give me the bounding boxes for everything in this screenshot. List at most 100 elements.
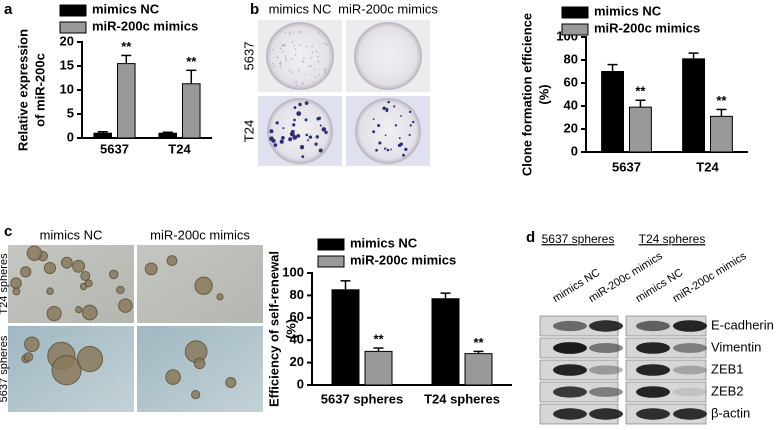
colony xyxy=(323,128,326,131)
legend-swatch xyxy=(317,238,345,251)
band xyxy=(589,408,623,420)
bar xyxy=(331,289,360,386)
colony xyxy=(304,101,309,105)
colony xyxy=(271,138,276,143)
colony xyxy=(317,55,319,58)
colony xyxy=(378,141,382,145)
band xyxy=(553,320,587,332)
sphere xyxy=(46,306,62,322)
panel-letter: a xyxy=(4,1,13,18)
colony xyxy=(282,50,285,52)
y-axis-label: Clone formation efficience xyxy=(519,13,534,176)
photo xyxy=(8,245,134,323)
colony xyxy=(279,139,284,144)
colony xyxy=(292,123,296,127)
colony xyxy=(273,65,276,68)
y-tick-label: 0 xyxy=(297,376,304,391)
colony xyxy=(308,135,313,139)
legend-swatch xyxy=(561,6,589,19)
colony xyxy=(284,31,286,34)
colony xyxy=(324,71,327,73)
charts: Relative expression of miR-200c 0 5 10 15 20 56… xyxy=(15,1,748,407)
sphere xyxy=(193,357,206,370)
bar xyxy=(158,132,177,139)
colony xyxy=(296,84,298,86)
colony xyxy=(372,130,376,134)
colony xyxy=(313,81,316,83)
y-axis-label: Relative expression xyxy=(15,29,30,151)
bar xyxy=(629,106,652,153)
legend-swatch xyxy=(561,23,589,36)
colony xyxy=(290,57,293,60)
band xyxy=(589,387,623,397)
colony xyxy=(305,133,309,137)
y-axis-label: of miR-200c xyxy=(32,53,47,127)
legend-label: mimics NC xyxy=(92,1,160,16)
panel-c-images xyxy=(8,245,263,412)
bar xyxy=(682,58,706,153)
band xyxy=(673,408,707,420)
y-tick-label: 0 xyxy=(571,143,578,158)
x-tick-label: 5637 spheres xyxy=(321,391,403,406)
group-label: T24 spheres xyxy=(639,232,706,246)
colony xyxy=(375,148,378,152)
colony xyxy=(408,133,411,137)
y-tick-label: 60 xyxy=(290,309,304,324)
legend-swatch xyxy=(59,21,87,34)
colony xyxy=(311,45,314,48)
band xyxy=(636,364,670,376)
colony xyxy=(409,124,412,127)
sphere xyxy=(24,336,40,353)
legend-label: miR-200c mimics xyxy=(350,252,456,267)
colony xyxy=(284,43,286,46)
sphere xyxy=(166,255,178,267)
colony xyxy=(301,155,305,159)
colony xyxy=(310,65,312,67)
row-label: 5637 spheres xyxy=(0,335,10,402)
colony xyxy=(387,100,390,104)
colony xyxy=(324,130,328,135)
sphere xyxy=(144,262,158,276)
y-tick-label: 20 xyxy=(290,354,304,369)
legend-label: miR-200c mimics xyxy=(594,20,700,35)
significance: ** xyxy=(373,331,384,346)
band xyxy=(673,343,707,353)
protein-label: β-actin xyxy=(711,405,750,420)
row-label: T24 xyxy=(241,120,256,142)
sphere xyxy=(10,277,22,289)
colony xyxy=(293,44,296,47)
sphere xyxy=(72,259,86,273)
colony xyxy=(296,133,301,138)
colony xyxy=(308,65,311,68)
colony xyxy=(289,33,291,35)
colony xyxy=(298,102,302,107)
colony xyxy=(400,115,402,117)
colony xyxy=(284,57,287,60)
sphere xyxy=(108,269,119,280)
colony xyxy=(313,68,316,71)
colony xyxy=(279,63,282,65)
colony xyxy=(291,71,293,73)
colony xyxy=(315,50,318,52)
significance: ** xyxy=(635,84,646,99)
colony xyxy=(317,32,320,34)
x-tick-label: 5637 xyxy=(612,159,641,174)
colony xyxy=(299,145,305,150)
colony xyxy=(318,148,323,153)
y-tick-label: 20 xyxy=(60,33,74,48)
dish xyxy=(266,22,334,90)
colony xyxy=(390,148,392,151)
dish xyxy=(354,22,422,90)
sphere xyxy=(20,266,32,278)
bar xyxy=(182,83,201,139)
colony xyxy=(296,111,302,117)
colony xyxy=(280,61,282,63)
colony xyxy=(385,107,389,111)
colony xyxy=(281,136,285,140)
significance: ** xyxy=(186,54,197,69)
colony xyxy=(292,135,298,140)
y-tick-label: 80 xyxy=(564,51,578,66)
colony xyxy=(289,131,295,137)
y-tick-label: 20 xyxy=(564,120,578,135)
colony xyxy=(289,31,291,34)
